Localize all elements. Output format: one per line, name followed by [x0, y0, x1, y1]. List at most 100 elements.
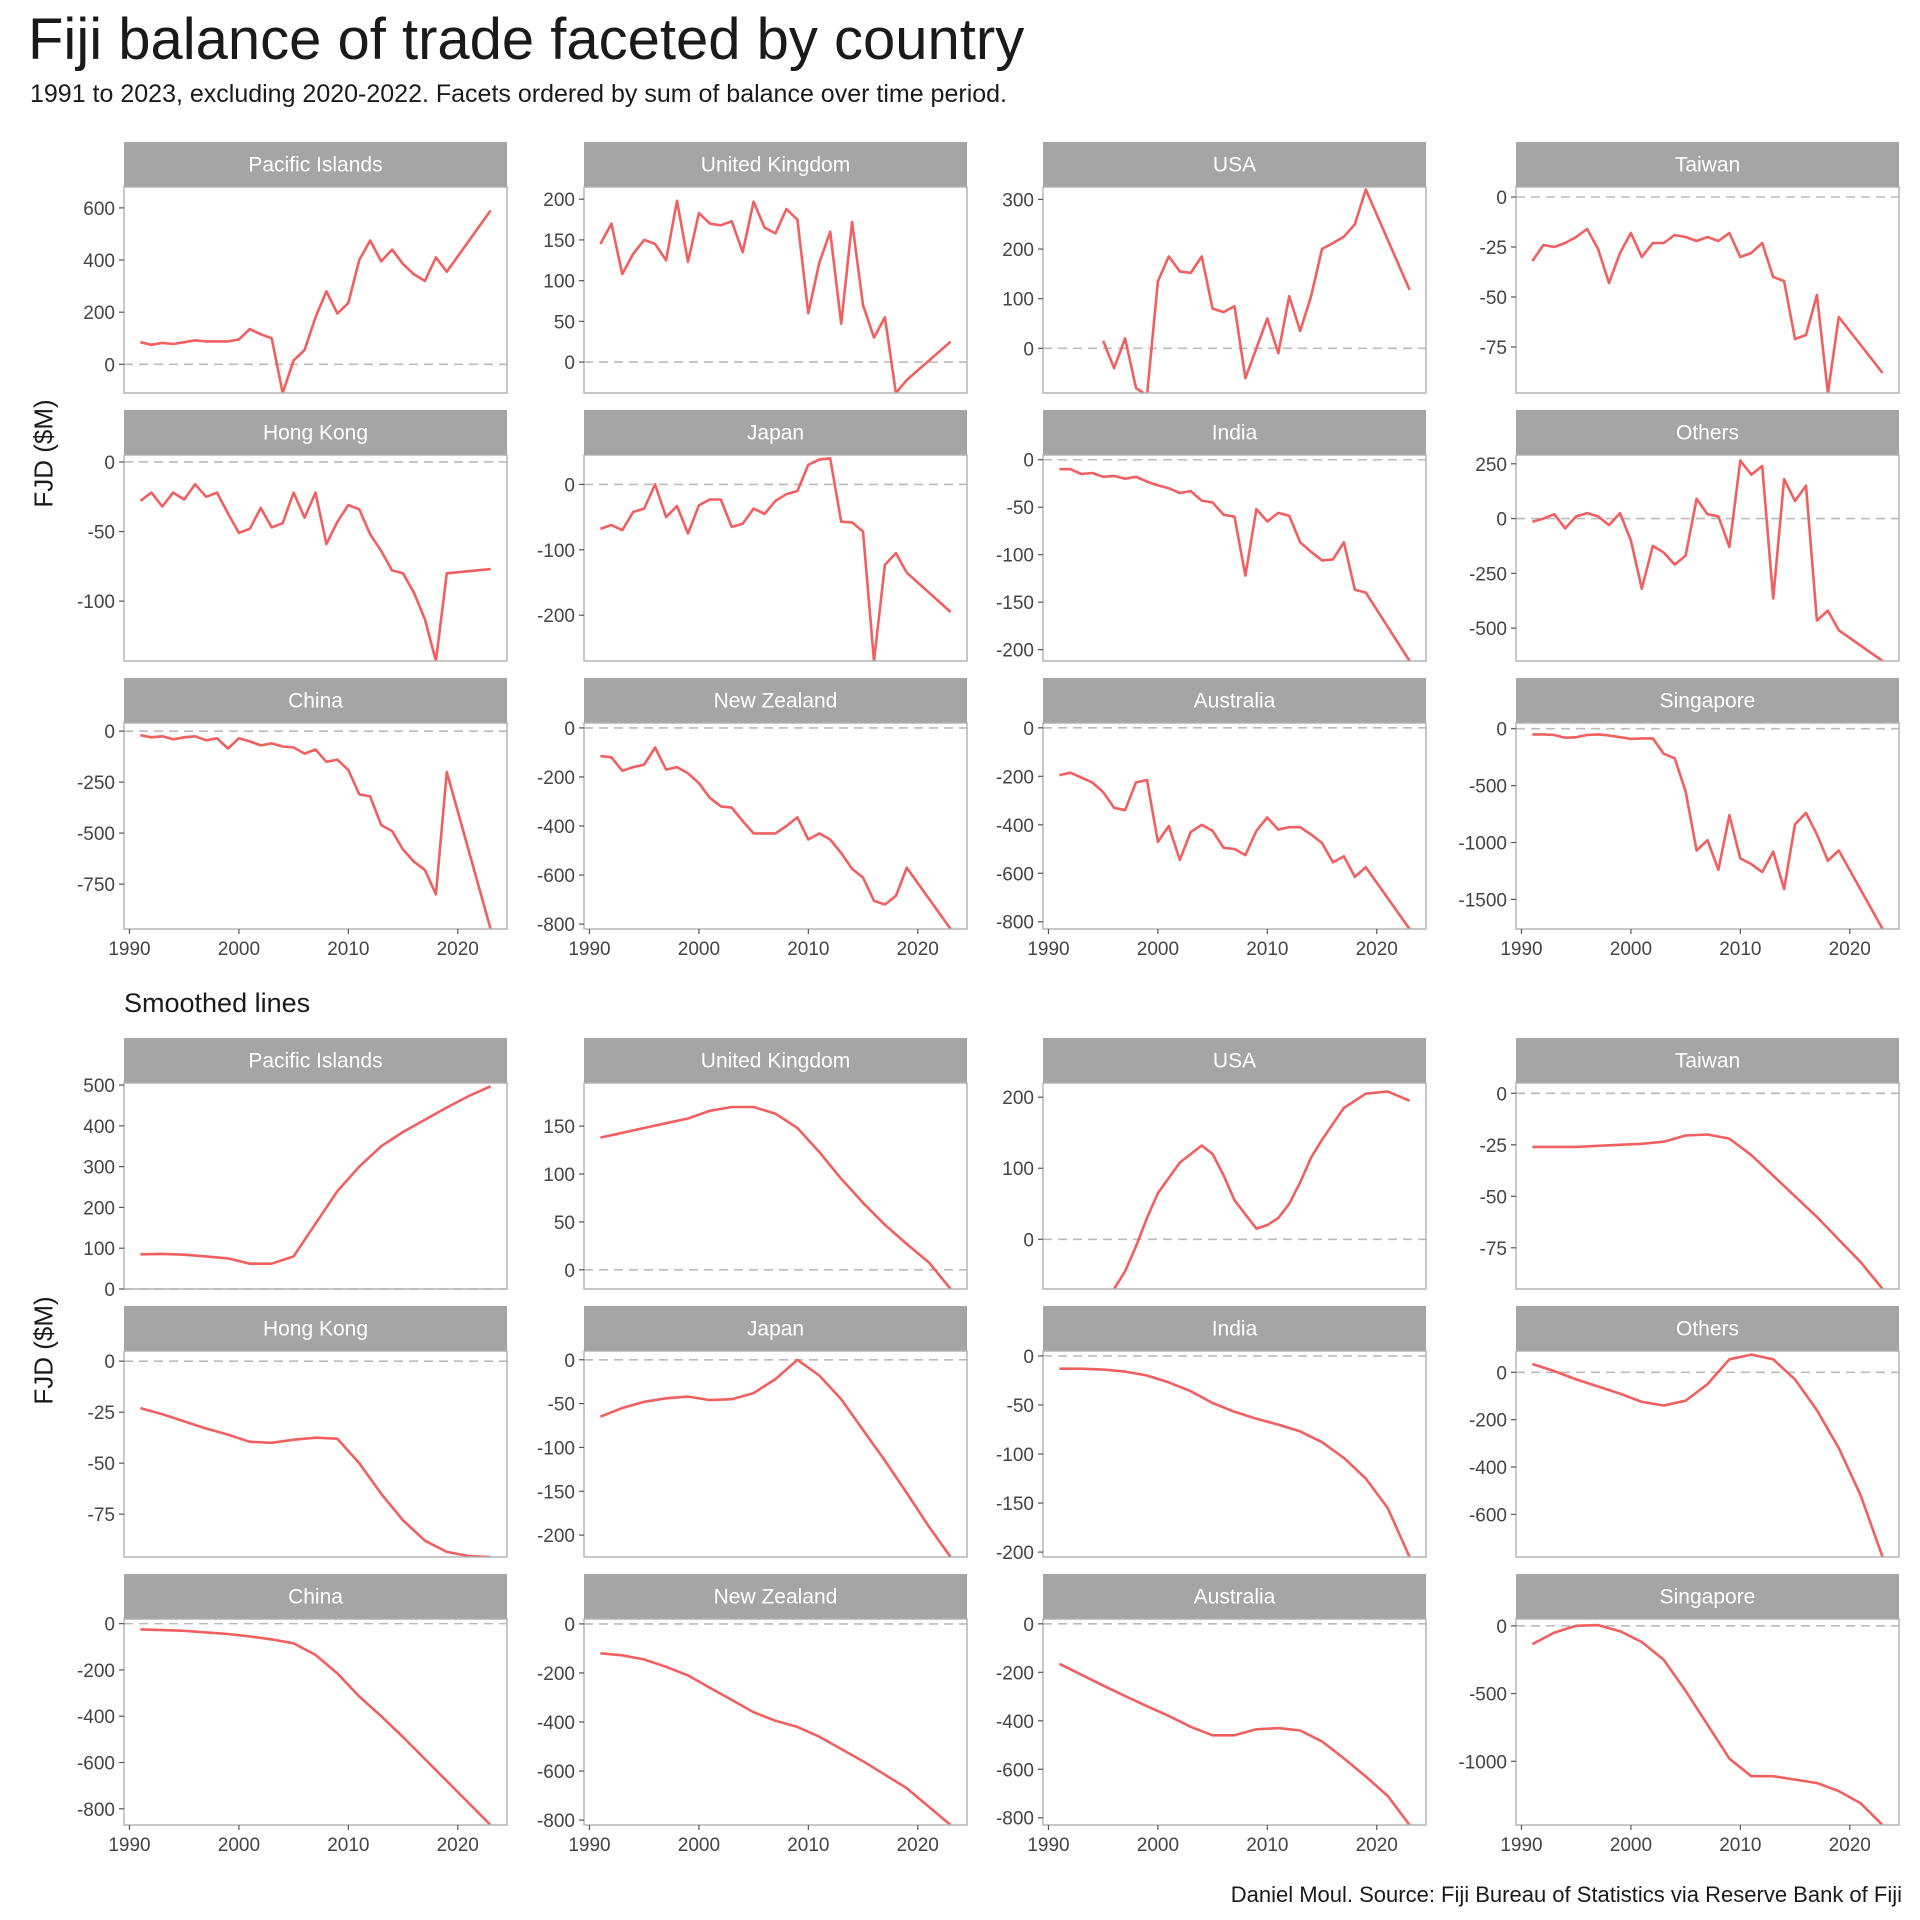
y-tick-label: -600 — [996, 864, 1034, 885]
y-tick-label: 0 — [1023, 1347, 1034, 1368]
y-tick-label: -800 — [996, 1809, 1034, 1830]
panel-border — [583, 1350, 968, 1558]
x-tick-label: 2020 — [437, 939, 479, 960]
facet-smooth-usa: USA 0 100 200 — [1002, 1038, 1427, 1290]
panel-border — [583, 454, 968, 662]
facet-raw-usa: USA 0 100 200 300 — [1002, 142, 1427, 394]
facet-strip-label: Singapore — [1660, 1586, 1756, 1609]
y-tick-label: -250 — [1469, 564, 1507, 585]
y-tick-label: -50 — [548, 1395, 575, 1416]
facet-strip-label: China — [288, 690, 343, 713]
section-title-smoothed: Smoothed lines — [124, 988, 311, 1018]
x-tick-label: 1990 — [108, 1835, 150, 1856]
panel-border — [1042, 1350, 1427, 1558]
panel-border — [583, 186, 968, 394]
y-tick-label: -800 — [996, 913, 1034, 934]
x-tick-label: 2010 — [1246, 939, 1288, 960]
x-tick-label: 2010 — [1719, 939, 1761, 960]
x-tick-label: 2020 — [1829, 1835, 1871, 1856]
y-tick-label: 100 — [543, 272, 575, 293]
chart-subtitle: 1991 to 2023, excluding 2020-2022. Facet… — [30, 80, 1008, 108]
series-line — [1532, 733, 1884, 929]
y-tick-label: -600 — [537, 866, 575, 887]
y-tick-label: -75 — [1480, 338, 1507, 359]
y-tick-label: 600 — [83, 199, 115, 220]
y-tick-label: 0 — [564, 719, 575, 740]
y-tick-label: 200 — [83, 1198, 115, 1219]
y-tick-label: -150 — [996, 1494, 1034, 1515]
x-tick-label: 2020 — [897, 1835, 939, 1856]
y-tick-label: -400 — [537, 817, 575, 838]
y-tick-label: -100 — [996, 1445, 1034, 1466]
x-tick-label: 1990 — [1500, 1835, 1542, 1856]
x-tick-label: 2020 — [1829, 939, 1871, 960]
y-tick-label: 0 — [1023, 339, 1034, 360]
y-tick-label: 0 — [1496, 1617, 1507, 1638]
facet-strip — [124, 678, 507, 723]
y-tick-label: 400 — [83, 1117, 115, 1138]
facet-strip — [1043, 1574, 1426, 1619]
facet-strip — [1516, 410, 1899, 455]
facet-strip — [1516, 678, 1899, 723]
x-tick-label: 2000 — [1610, 1835, 1652, 1856]
facet-smooth-china: China -800 -600 -400 -200 0 1990 2000 2010 2020 — [77, 1574, 508, 1856]
y-tick-label: -500 — [1469, 1685, 1507, 1706]
facet-strip-label: Others — [1676, 1318, 1739, 1341]
facet-strip — [1043, 1306, 1426, 1351]
y-tick-label: -150 — [537, 1482, 575, 1503]
y-tick-label: 0 — [104, 355, 115, 376]
x-tick-label: 2000 — [1137, 1835, 1179, 1856]
facet-strip-label: Pacific Islands — [248, 1050, 382, 1073]
panel-border — [123, 454, 508, 662]
y-tick-label: 200 — [543, 190, 575, 211]
panel-border — [583, 722, 968, 930]
y-tick-label: 250 — [1475, 455, 1507, 476]
y-tick-label: -600 — [1469, 1505, 1507, 1526]
y-tick-label: 0 — [104, 453, 115, 474]
facet-smooth-united-kingdom: United Kingdom 0 50 100 150 — [543, 1038, 968, 1290]
y-tick-label: 50 — [554, 312, 575, 333]
panel-border — [1042, 454, 1427, 662]
y-tick-label: -800 — [537, 915, 575, 936]
facet-raw-new-zealand: New Zealand -800 -600 -400 -200 0 1990 2000 2010… — [537, 678, 968, 960]
y-tick-label: -75 — [88, 1505, 115, 1526]
facet-strip-label: Pacific Islands — [248, 154, 382, 177]
y-tick-label: -50 — [88, 1454, 115, 1475]
y-tick-label: 0 — [564, 475, 575, 496]
facet-raw-united-kingdom: United Kingdom 0 50 100 150 200 — [543, 142, 968, 394]
y-tick-label: 0 — [1023, 719, 1034, 740]
panel-border — [123, 1350, 508, 1558]
y-tick-label: 200 — [1002, 1088, 1034, 1109]
series-line — [1101, 188, 1411, 393]
facet-strip-label: Hong Kong — [263, 422, 368, 445]
y-tick-label: -50 — [1007, 1396, 1034, 1417]
panel-border — [1515, 454, 1900, 662]
y-tick-label: 50 — [554, 1213, 575, 1234]
panel-border — [123, 722, 508, 930]
facet-strip — [124, 142, 507, 187]
series-line — [140, 733, 492, 929]
series-line — [600, 1652, 952, 1825]
y-tick-label: 0 — [564, 353, 575, 374]
y-tick-label: 100 — [83, 1239, 115, 1260]
y-tick-label: -25 — [1480, 238, 1507, 259]
y-tick-label: -200 — [1469, 1411, 1507, 1432]
facet-smooth-australia: Australia -800 -600 -400 -200 0 1990 2000 2010 20… — [996, 1574, 1427, 1856]
chart-caption: Daniel Moul. Source: Fiji Bureau of Stat… — [1230, 1882, 1902, 1907]
facet-strip-label: United Kingdom — [701, 1050, 850, 1073]
series-line — [1531, 1623, 1884, 1825]
y-tick-label: 0 — [1496, 188, 1507, 209]
facet-strip-label: Taiwan — [1675, 1050, 1740, 1073]
y-tick-label: 0 — [104, 1280, 115, 1301]
x-tick-label: 2000 — [1610, 939, 1652, 960]
panel-border — [1515, 1082, 1900, 1290]
facet-strip-label: Others — [1676, 422, 1739, 445]
facet-strip — [124, 1574, 507, 1619]
y-tick-label: -150 — [996, 593, 1034, 614]
panel-border — [1042, 722, 1427, 930]
x-tick-label: 2010 — [787, 939, 829, 960]
x-tick-label: 2000 — [218, 1835, 260, 1856]
facet-strip — [124, 1306, 507, 1351]
facet-smooth-japan: Japan -200 -150 -100 -50 0 — [537, 1306, 968, 1558]
y-tick-label: -600 — [537, 1762, 575, 1783]
